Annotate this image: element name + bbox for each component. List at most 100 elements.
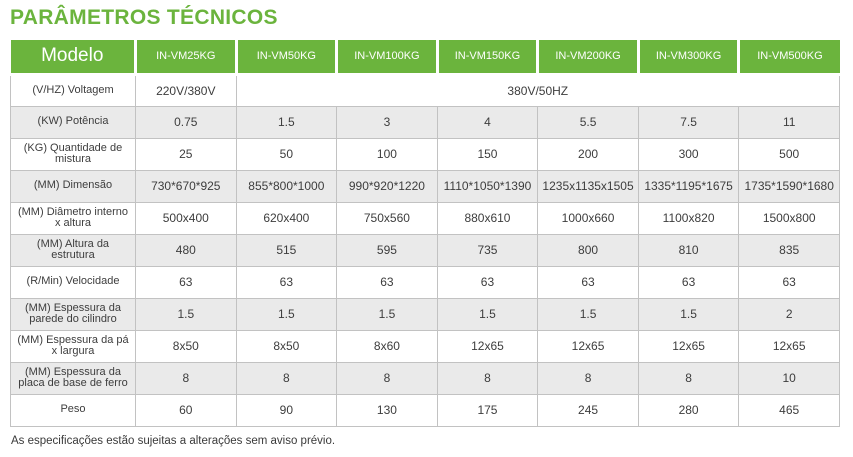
spec-value-cell: 8 xyxy=(336,361,438,395)
spec-value-cell: 465 xyxy=(738,393,840,427)
spec-table-container: Modelo IN-VM25KG IN-VM50KG IN-VM100KG IN-VM1… xyxy=(10,40,841,427)
spec-label-cell: (KW) Potência xyxy=(10,105,136,139)
spec-value-cell: 1735*1590*1680 xyxy=(738,169,840,203)
spec-value-cell: 63 xyxy=(637,265,740,299)
spec-value-cell: 63 xyxy=(537,265,639,299)
spec-value-cell: 8 xyxy=(537,361,639,395)
spec-value-cell: 880x610 xyxy=(436,201,539,235)
spec-label-cell: (V/HZ) Voltagem xyxy=(10,73,136,107)
spec-value-cell: 1000x660 xyxy=(537,201,639,235)
spec-value-cell: 1235x1135x1505 xyxy=(537,169,639,203)
spec-value-cell: 90 xyxy=(235,393,338,427)
spec-value-cell: 150 xyxy=(436,137,539,171)
spec-value-cell: 50 xyxy=(235,137,338,171)
table-row-voltage: (V/HZ) Voltagem 220V/380V 380V/50HZ xyxy=(10,73,841,107)
spec-value-cell: 730*670*925 xyxy=(135,169,237,203)
spec-label-cell: (KG) Quantidade de mistura xyxy=(10,137,136,171)
spec-label-cell: (R/Min) Velocidade xyxy=(10,265,136,299)
table-row: (KW) Potência 0.75 1.5 3 4 5.5 7.5 11 xyxy=(10,105,840,139)
spec-table-body: (V/HZ) Voltagem 220V/380V 380V/50HZ (KW) Po… xyxy=(10,73,841,427)
spec-value-cell: 750x560 xyxy=(336,201,438,235)
table-row: (R/Min) Velocidade 63 63 63 63 63 63 63 xyxy=(10,265,840,299)
spec-value-cell: 10 xyxy=(738,361,840,395)
spec-value-cell: 8 xyxy=(235,361,338,395)
spec-label-cell: Peso xyxy=(10,393,136,427)
spec-value-cell: 480 xyxy=(135,233,237,267)
model-header-cell: IN-VM50KG xyxy=(234,40,339,76)
spec-label-cell: (MM) Espessura da placa de base de ferro xyxy=(10,361,136,395)
spec-value-cell: 12x65 xyxy=(738,329,840,363)
spec-value-cell: 8x60 xyxy=(336,329,438,363)
spec-value-cell: 280 xyxy=(637,393,740,427)
spec-value-cell: 130 xyxy=(336,393,438,427)
spec-value-cell: 100 xyxy=(336,137,438,171)
spec-value-cell: 60 xyxy=(135,393,237,427)
spec-value-cell: 8 xyxy=(135,361,237,395)
spec-value-cell: 735 xyxy=(436,233,539,267)
table-row: (MM) Espessura da pá x largura 8x50 8x50 8x… xyxy=(10,329,840,363)
model-header-cell: IN-VM150KG xyxy=(435,40,540,76)
spec-value-cell: 63 xyxy=(235,265,338,299)
spec-value-cell: 1110*1050*1390 xyxy=(436,169,539,203)
table-row: (KG) Quantidade de mistura 25 50 100 150 200 3… xyxy=(10,137,840,171)
spec-value-cell: 1500x800 xyxy=(738,201,840,235)
spec-value-cell: 8 xyxy=(436,361,539,395)
spec-value-cell: 63 xyxy=(436,265,539,299)
spec-value-cell: 8 xyxy=(637,361,740,395)
spec-value-cell: 63 xyxy=(336,265,438,299)
disclaimer-text: As especificações estão sujeitas a alter… xyxy=(11,435,336,447)
table-row: (MM) Dimensão 730*670*925 855*800*1000 990*… xyxy=(10,169,840,203)
spec-table: Modelo IN-VM25KG IN-VM50KG IN-VM100KG IN-VM1… xyxy=(10,40,841,427)
spec-value-cell: 11 xyxy=(738,105,840,139)
spec-value-cell: 1.5 xyxy=(637,297,740,331)
table-row: (MM) Espessura da placa de base de ferro… xyxy=(10,361,840,395)
spec-value-cell: 4 xyxy=(436,105,539,139)
table-row: (MM) Diâmetro interno x altura 500x400 620… xyxy=(10,201,840,235)
spec-value-cell: 620x400 xyxy=(235,201,338,235)
spec-value-cell: 800 xyxy=(537,233,639,267)
spec-value-cell: 8x50 xyxy=(135,329,237,363)
page-title: PARÂMETROS TÉCNICOS xyxy=(10,6,278,29)
spec-value-cell: 595 xyxy=(336,233,438,267)
table-row: Peso 60 90 130 175 245 280 465 xyxy=(10,393,840,427)
spec-value-cell: 8x50 xyxy=(235,329,338,363)
spec-label-cell: (MM) Diâmetro interno x altura xyxy=(10,201,136,235)
spec-value-cell: 12x65 xyxy=(537,329,639,363)
spec-value-cell: 1.5 xyxy=(135,297,237,331)
spec-value-cell: 1.5 xyxy=(537,297,639,331)
spec-value-cell: 3 xyxy=(336,105,438,139)
spec-value-cell: 63 xyxy=(738,265,840,299)
table-row: (MM) Altura da estrutura 480 515 595 735 800 8… xyxy=(10,233,840,267)
spec-value-cell: 500 xyxy=(738,137,840,171)
spec-value-cell: 200 xyxy=(537,137,639,171)
spec-value-cell: 2 xyxy=(738,297,840,331)
spec-value-cell: 220V/380V xyxy=(135,73,237,107)
spec-value-cell: 855*800*1000 xyxy=(235,169,338,203)
spec-label-cell: (MM) Dimensão xyxy=(10,169,136,203)
spec-value-cell: 835 xyxy=(738,233,840,267)
spec-value-cell: 5.5 xyxy=(537,105,639,139)
spec-value-cell: 515 xyxy=(235,233,338,267)
spec-value-cell: 1.5 xyxy=(436,297,539,331)
spec-value-cell: 7.5 xyxy=(637,105,740,139)
table-row: (MM) Espessura da parede do cilindro 1.5 1… xyxy=(10,297,840,331)
spec-table-header: Modelo IN-VM25KG IN-VM50KG IN-VM100KG IN-VM1… xyxy=(10,40,840,76)
corner-header-modelo: Modelo xyxy=(10,40,137,76)
model-header-cell: IN-VM300KG xyxy=(636,40,741,76)
spec-value-cell: 810 xyxy=(637,233,740,267)
spec-value-cell: 1.5 xyxy=(336,297,438,331)
spec-value-cell: 990*920*1220 xyxy=(336,169,438,203)
spec-label-cell: (MM) Altura da estrutura xyxy=(10,233,136,267)
spec-value-cell: 12x65 xyxy=(436,329,539,363)
spec-value-cell: 1.5 xyxy=(235,105,338,139)
model-header-cell: IN-VM500KG xyxy=(737,40,840,76)
spec-value-cell-merged: 380V/50HZ xyxy=(235,73,841,107)
spec-value-cell: 245 xyxy=(537,393,639,427)
spec-value-cell: 300 xyxy=(637,137,740,171)
spec-value-cell: 63 xyxy=(135,265,237,299)
model-header-cell: IN-VM25KG xyxy=(134,40,238,76)
spec-value-cell: 1100x820 xyxy=(637,201,740,235)
spec-label-cell: (MM) Espessura da pá x largura xyxy=(10,329,136,363)
spec-value-cell: 1.5 xyxy=(235,297,338,331)
model-header-row: Modelo IN-VM25KG IN-VM50KG IN-VM100KG IN-VM1… xyxy=(10,40,840,76)
